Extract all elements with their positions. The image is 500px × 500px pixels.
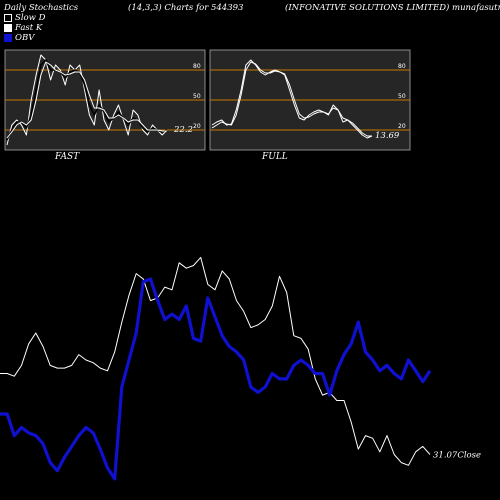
fast-last-value-label: 22.2 — [173, 125, 193, 135]
full-series-1-line — [211, 61, 372, 137]
legend-item-slow-d: Slow D — [4, 13, 45, 23]
full-series-0-line — [211, 59, 373, 139]
chart-title: Daily Stochastics — [4, 3, 79, 13]
fast-panel-label: FAST — [55, 152, 80, 162]
legend-label-obv: OBV — [15, 33, 35, 43]
fast-ytick-80: 80 — [193, 63, 201, 70]
full-panel-label: FULL — [262, 152, 288, 162]
swatch-fast-k — [4, 23, 12, 32]
legend-item-fast-k: Fast K — [4, 23, 42, 33]
chart-params: (14,3,3) Charts for 544393 — [128, 3, 244, 13]
full-ytick-20: 20 — [398, 123, 406, 130]
full-ytick-80: 80 — [398, 63, 406, 70]
swatch-slow-d — [4, 13, 12, 22]
fast-series-1-line — [6, 59, 168, 141]
close-value-label: 31.07Close — [433, 451, 481, 461]
fast-ytick-50: 50 — [193, 93, 201, 100]
legend-item-obv: OBV — [4, 33, 34, 43]
chart-company: (INFONATIVE SOLUTIONS LIMITED) munafasut… — [285, 3, 500, 13]
legend-label-slow-d: Slow D — [15, 13, 46, 23]
fast-ytick-20: 20 — [193, 123, 201, 130]
fast-series-2-line — [6, 61, 167, 139]
swatch-obv — [4, 33, 12, 42]
legend-label-fast-k: Fast K — [15, 23, 43, 33]
full-ytick-50: 50 — [398, 93, 406, 100]
full-last-value-label: 13.69 — [375, 131, 400, 141]
obv-line — [0, 277, 432, 481]
close-line — [0, 256, 431, 466]
